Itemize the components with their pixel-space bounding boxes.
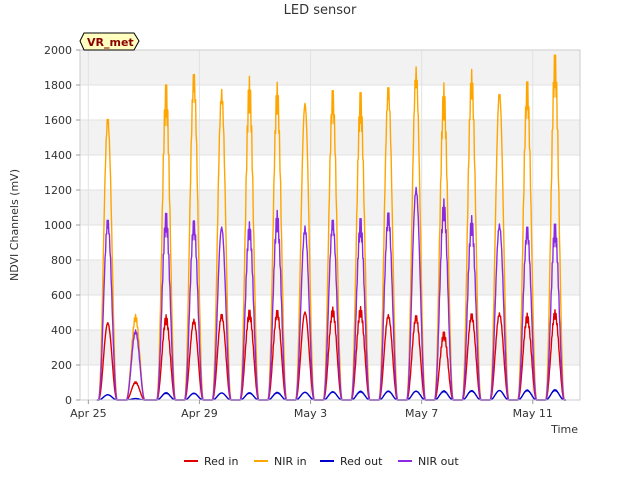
plot-band: [80, 85, 580, 120]
y-tick-label: 1400: [44, 149, 72, 162]
x-tick-label: May 3: [294, 407, 327, 420]
plot-band: [80, 50, 580, 85]
legend: Red in NIR in Red out NIR out: [184, 455, 459, 468]
x-axis-ticks: Apr 25 Apr 29 May 3 May 7 May 11: [70, 400, 553, 420]
chart-title: LED sensor: [284, 3, 357, 18]
series-line-red-out: [96, 388, 566, 401]
legend-label-red-in: Red in: [204, 455, 238, 468]
y-axis-ticks: 0 200 400 600 800 1000 1200 1400 1600 1800 2000: [44, 44, 80, 407]
legend-label-red-out: Red out: [340, 455, 383, 468]
x-tick-label: Apr 25: [70, 407, 107, 420]
y-axis-label: NDVI Channels (mV): [8, 169, 21, 281]
x-axis-label: Time: [550, 423, 578, 436]
y-tick-label: 200: [51, 359, 72, 372]
y-tick-label: 800: [51, 254, 72, 267]
y-tick-label: 600: [51, 289, 72, 302]
series-lines: [96, 54, 566, 401]
y-tick-label: 400: [51, 324, 72, 337]
y-tick-label: 1000: [44, 219, 72, 232]
y-tick-label: 0: [65, 394, 72, 407]
x-tick-label: May 7: [405, 407, 438, 420]
x-tick-label: May 11: [513, 407, 553, 420]
x-tick-label: Apr 29: [181, 407, 218, 420]
legend-label-nir-in: NIR in: [274, 455, 307, 468]
series-line-nir-out: [96, 186, 566, 401]
site-badge-label: VR_met: [87, 36, 134, 49]
y-tick-label: 1200: [44, 184, 72, 197]
site-badge: VR_met: [79, 32, 140, 51]
y-tick-label: 2000: [44, 44, 72, 57]
site-badge-shape: [79, 32, 140, 51]
y-tick-label: 1800: [44, 79, 72, 92]
y-tick-label: 1600: [44, 114, 72, 127]
legend-label-nir-out: NIR out: [418, 455, 459, 468]
